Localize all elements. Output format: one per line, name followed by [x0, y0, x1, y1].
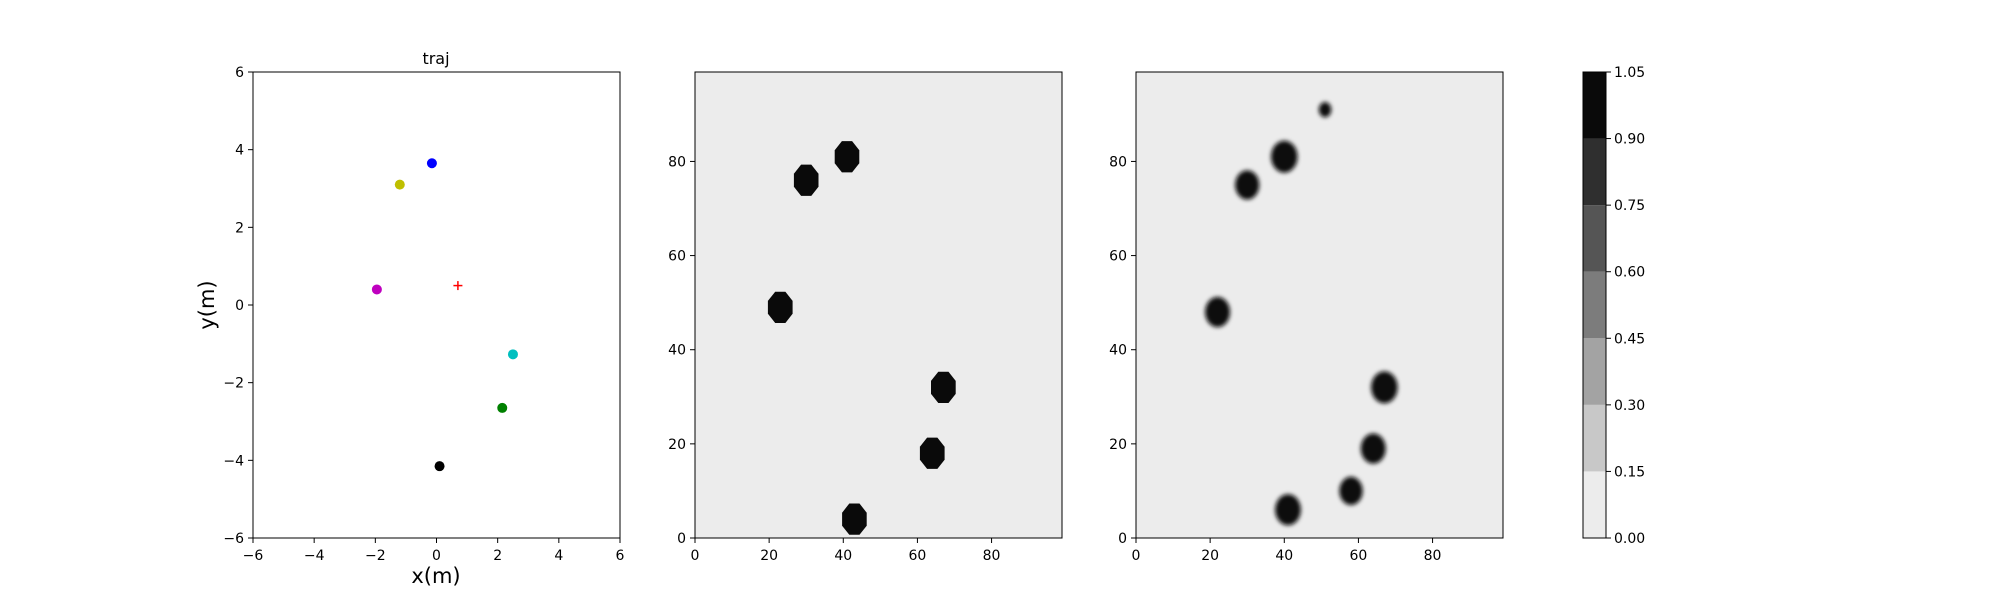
heatmap-1-axes-frame	[694, 71, 1063, 539]
heatmap-1-y-tick-label: 60	[668, 249, 686, 265]
heatmap-1-x-tick-label: 0	[691, 548, 700, 564]
heatmap-2-y-tick-label: 60	[1109, 249, 1127, 265]
heatmap-panel-1: 0 20 40 60 80 0 20 40 60 80	[668, 71, 1063, 564]
heatmap-2-x-ticks: 0 20 40 60 80	[1132, 538, 1442, 564]
traj-x-tick-label: −2	[365, 548, 386, 564]
colorbar-bands	[1583, 72, 1606, 538]
heatmap-2-x-tick-label: 0	[1132, 548, 1141, 564]
heatmap-2-blob	[1275, 494, 1301, 526]
heatmap-2-y-tick-label: 0	[1118, 531, 1127, 547]
colorbar-band	[1583, 338, 1606, 405]
traj-x-tick-label: 4	[554, 548, 563, 564]
heatmap-1-blob	[919, 437, 945, 469]
colorbar-tick-label: 0.60	[1614, 265, 1645, 281]
colorbar-tick-label: 0.45	[1614, 331, 1645, 347]
traj-y-tick-label: −6	[223, 531, 244, 547]
heatmap-1-y-tick-label: 0	[677, 531, 686, 547]
heatmap-2-x-tick-label: 20	[1201, 548, 1219, 564]
heatmap-2-background	[1136, 72, 1503, 538]
colorbar-band	[1583, 471, 1606, 538]
traj-target-marker	[453, 281, 463, 291]
heatmap-2-blob	[1360, 433, 1386, 464]
traj-x-axis-label: x(m)	[411, 564, 460, 588]
traj-x-tick-label: −6	[243, 548, 264, 564]
heatmap-1-blob	[767, 291, 793, 323]
traj-x-tick-label: 0	[432, 548, 441, 564]
heatmap-1-y-tick-label: 40	[668, 343, 686, 359]
heatmap-2-axes-frame	[1135, 71, 1504, 539]
heatmap-1-x-tick-label: 20	[760, 548, 778, 564]
heatmap-2-blob	[1339, 476, 1363, 506]
colorbar-band	[1583, 72, 1606, 139]
heatmap-1-blob	[793, 164, 819, 196]
colorbar-band	[1583, 138, 1606, 206]
traj-y-axis-label: y(m)	[195, 280, 219, 329]
traj-axes-frame	[252, 71, 621, 539]
colorbar-band	[1583, 205, 1606, 272]
traj-agent-point	[434, 461, 445, 472]
traj-x-ticks: −6 −4 −2 0 2 4 6	[243, 538, 625, 564]
heatmap-1-x-tick-label: 40	[834, 548, 852, 564]
heatmap-2-blobs	[1205, 102, 1398, 526]
traj-x-tick-label: −4	[304, 548, 325, 564]
traj-y-tick-label: 6	[235, 65, 244, 81]
colorbar-tick-label: 0.00	[1614, 531, 1645, 547]
traj-y-tick-label: −4	[223, 453, 244, 469]
traj-agent-point	[426, 158, 437, 169]
traj-y-tick-label: 0	[235, 298, 244, 314]
traj-y-tick-label: 2	[235, 220, 244, 236]
heatmap-1-blob	[834, 141, 860, 173]
heatmap-2-y-ticks: 0 20 40 60 80	[1109, 154, 1136, 547]
heatmap-1-blob	[931, 371, 956, 403]
heatmap-1-blobs	[767, 141, 956, 535]
heatmap-1-x-ticks: 0 20 40 60 80	[691, 538, 1001, 564]
colorbar-frame	[1582, 71, 1607, 539]
traj-panel: traj −6 −4 −2 0 2 4 6 −6 −4 −2 0 2 4 6 x(m) y(m)	[195, 49, 625, 588]
traj-agent-point	[371, 284, 382, 295]
traj-x-tick-label: 2	[493, 548, 502, 564]
colorbar-band	[1583, 404, 1606, 472]
heatmap-2-blob	[1235, 170, 1260, 200]
heatmap-2-blob	[1371, 371, 1398, 404]
traj-points	[371, 158, 518, 472]
colorbar-band	[1583, 271, 1606, 339]
traj-agent-point	[497, 402, 508, 413]
heatmap-panel-2: 0 20 40 60 80 0 20 40 60 80	[1109, 71, 1504, 564]
heatmap-1-x-tick-label: 80	[983, 548, 1001, 564]
colorbar-tick-label: 0.75	[1614, 198, 1645, 214]
traj-agent-point	[394, 179, 405, 190]
traj-y-tick-label: 4	[235, 143, 244, 159]
heatmap-2-x-tick-label: 40	[1275, 548, 1293, 564]
colorbar: 0.00 0.15 0.30 0.45 0.60 0.75 0.90 1.05	[1582, 65, 1645, 547]
heatmap-2-blob	[1205, 296, 1231, 328]
heatmap-2-x-tick-label: 80	[1424, 548, 1442, 564]
heatmap-2-x-tick-label: 60	[1350, 548, 1368, 564]
heatmap-2-y-tick-label: 20	[1109, 437, 1127, 453]
traj-y-tick-label: −2	[223, 376, 244, 392]
colorbar-tick-label: 0.15	[1614, 464, 1645, 480]
heatmap-1-blob	[842, 503, 867, 535]
heatmap-1-y-tick-label: 20	[668, 437, 686, 453]
colorbar-tick-label: 0.90	[1614, 132, 1645, 148]
heatmap-1-y-ticks: 0 20 40 60 80	[668, 154, 695, 547]
traj-y-ticks: −6 −4 −2 0 2 4 6	[223, 65, 253, 547]
heatmap-1-x-tick-label: 60	[909, 548, 927, 564]
heatmap-2-y-tick-label: 80	[1109, 154, 1127, 170]
heatmap-2-y-tick-label: 40	[1109, 343, 1127, 359]
heatmap-2-blob	[1318, 102, 1332, 118]
traj-x-tick-label: 6	[616, 548, 625, 564]
traj-title: traj	[422, 49, 449, 68]
colorbar-tick-label: 0.30	[1614, 398, 1645, 414]
heatmap-1-background	[695, 72, 1062, 538]
colorbar-tick-label: 1.05	[1614, 65, 1645, 81]
heatmap-2-blob	[1271, 140, 1298, 173]
traj-agent-point	[507, 349, 518, 360]
colorbar-ticks: 0.00 0.15 0.30 0.45 0.60 0.75 0.90 1.05	[1606, 65, 1645, 547]
heatmap-1-y-tick-label: 80	[668, 154, 686, 170]
